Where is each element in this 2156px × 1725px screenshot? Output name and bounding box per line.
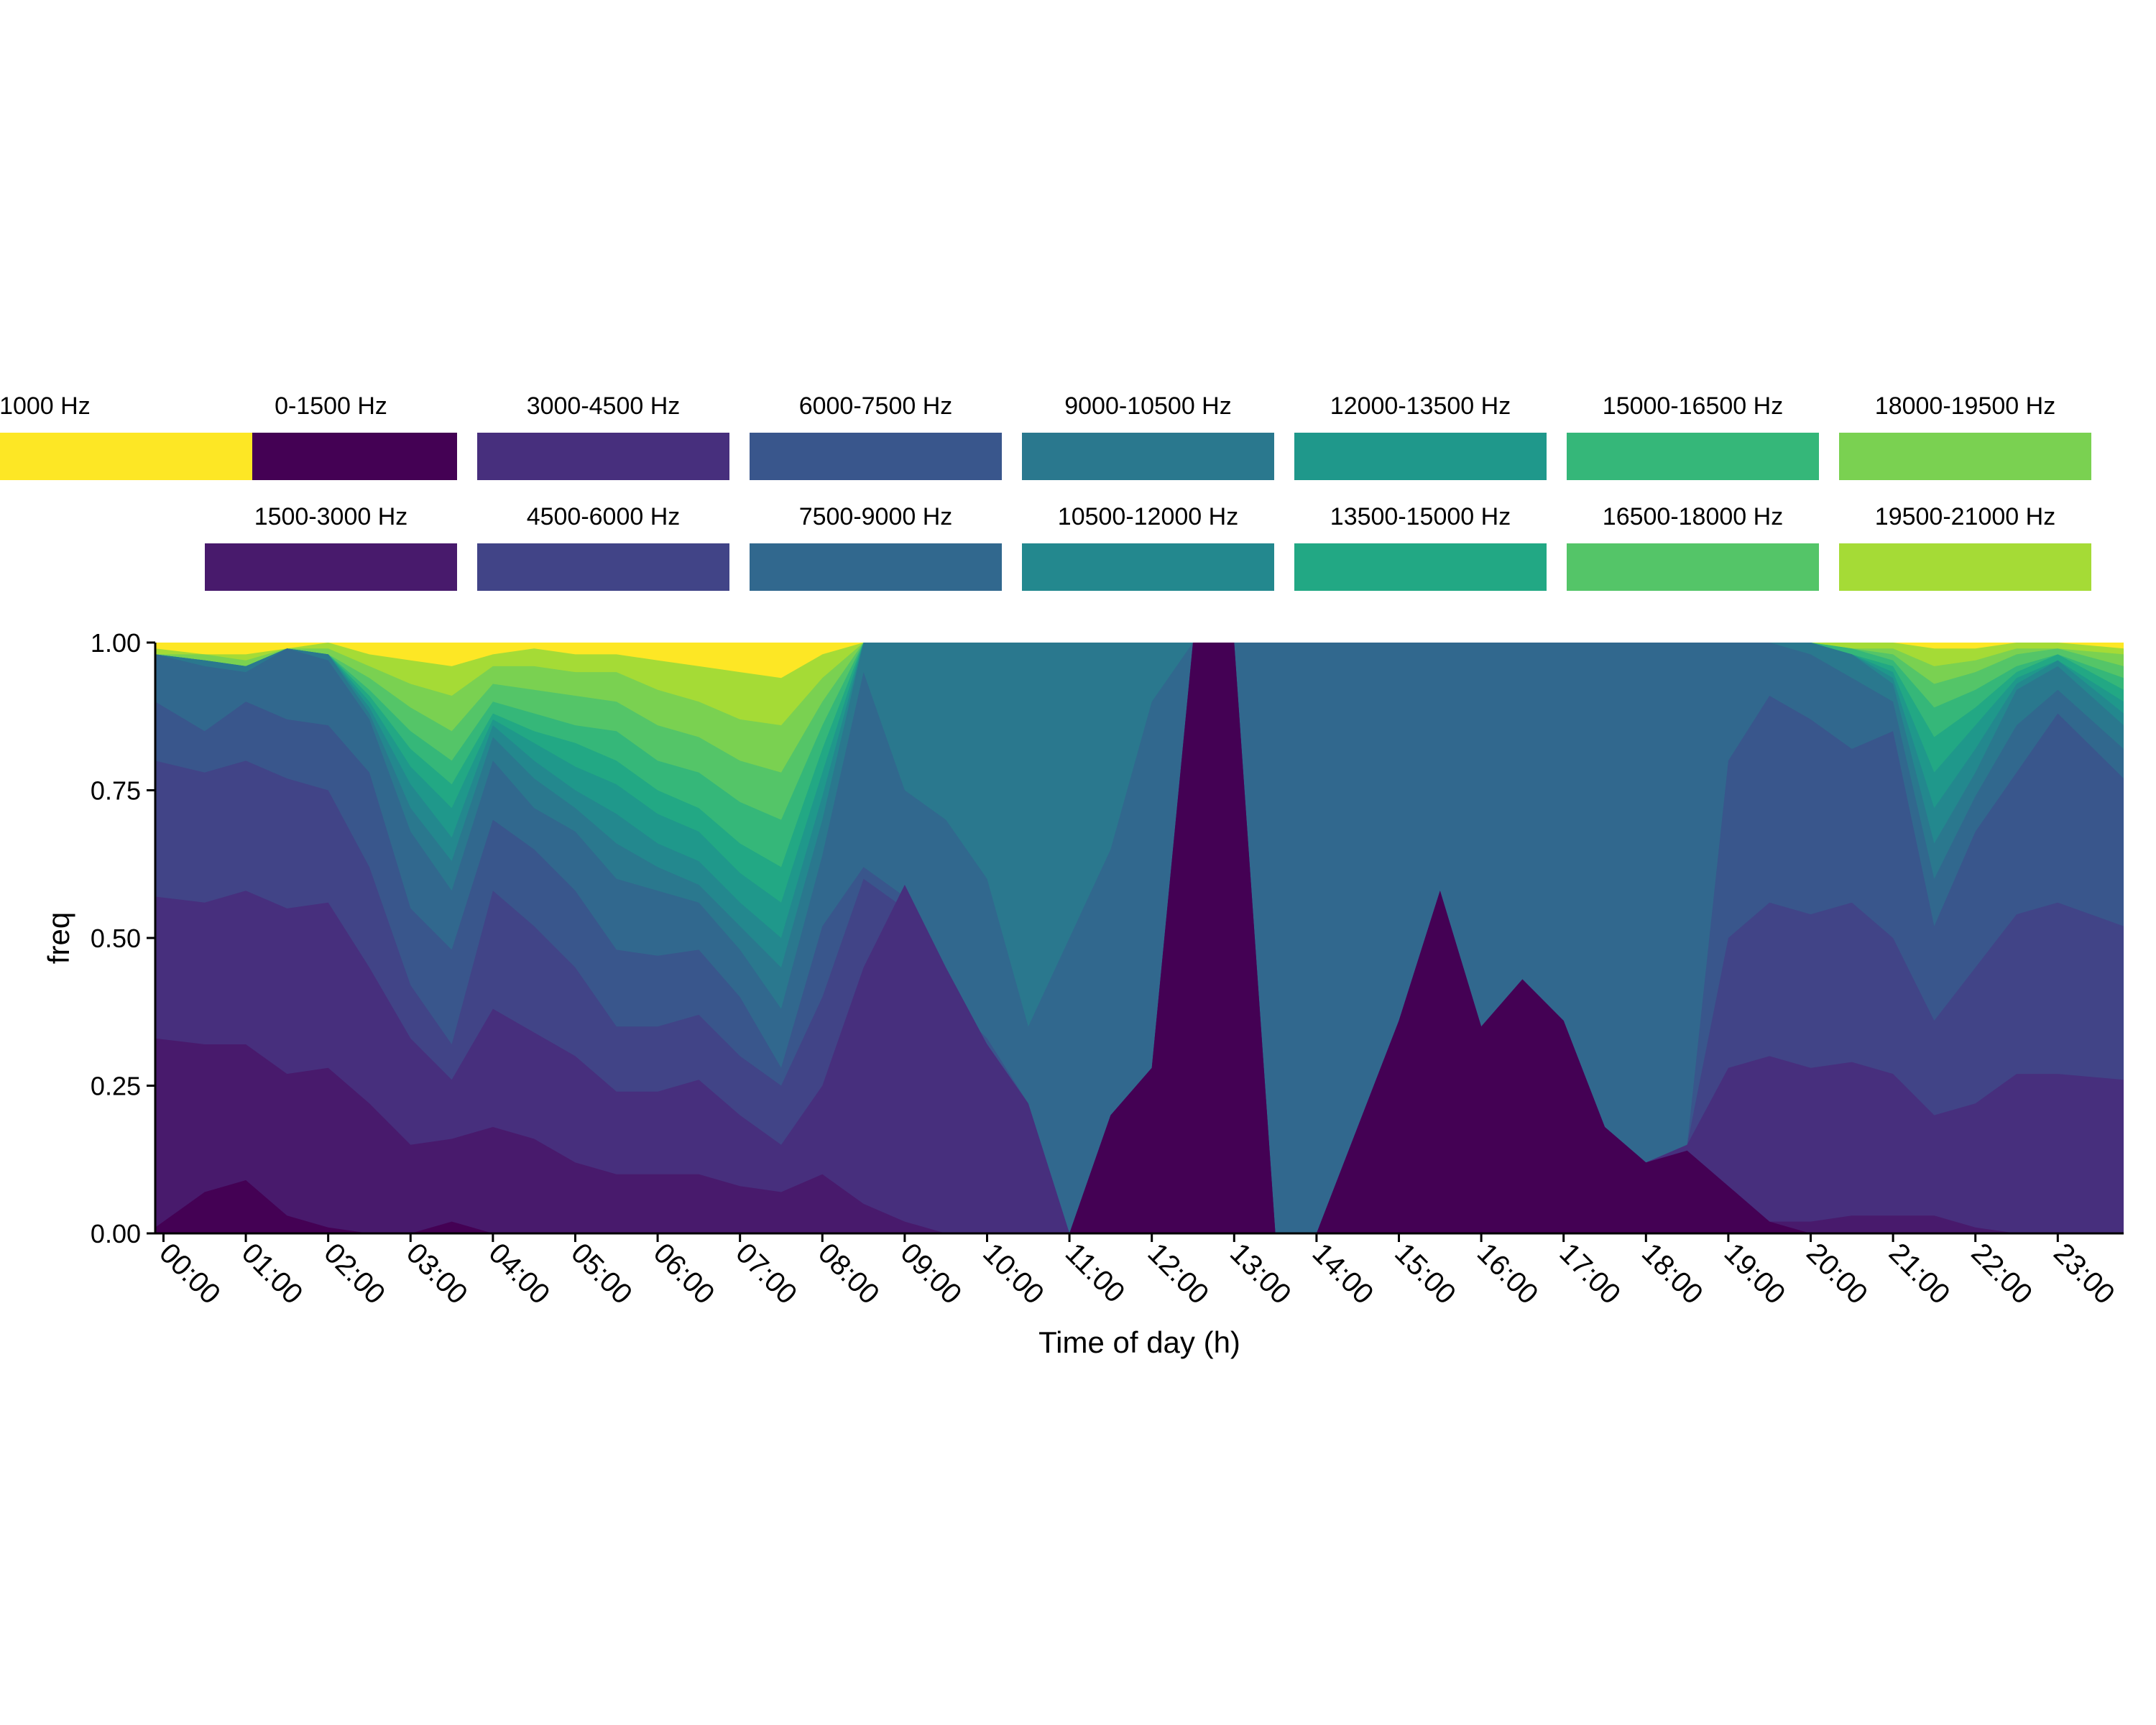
legend-label: 1500-3000 Hz bbox=[254, 503, 408, 530]
legend-item: 6000-7500 Hz bbox=[750, 392, 1002, 480]
legend-item: 13500-15000 Hz bbox=[1294, 503, 1547, 591]
x-tick-label: 05:00 bbox=[565, 1237, 638, 1310]
x-tick-label: 19:00 bbox=[1718, 1237, 1792, 1310]
legend-item: 19500-21000 Hz bbox=[0, 392, 252, 480]
legend-label: 19500-21000 Hz bbox=[0, 392, 91, 420]
legend-label: 10500-12000 Hz bbox=[1058, 503, 1238, 530]
legend-label: 13500-15000 Hz bbox=[1330, 503, 1511, 530]
x-tick-label: 04:00 bbox=[483, 1237, 556, 1310]
x-tick-label: 12:00 bbox=[1141, 1237, 1215, 1310]
legend-label: 4500-6000 Hz bbox=[527, 503, 681, 530]
legend-swatch bbox=[1022, 543, 1274, 591]
legend-swatch bbox=[477, 433, 729, 480]
legend-label: 6000-7500 Hz bbox=[799, 392, 953, 420]
legend-label: 12000-13500 Hz bbox=[1330, 392, 1511, 420]
legend-swatch bbox=[0, 433, 252, 480]
y-tick-label: 1.00 bbox=[91, 628, 141, 658]
x-tick-label: 11:00 bbox=[1059, 1237, 1131, 1309]
y-tick-label: 0.00 bbox=[91, 1219, 141, 1248]
x-tick-label: 14:00 bbox=[1307, 1237, 1380, 1310]
x-tick-label: 21:00 bbox=[1883, 1237, 1956, 1310]
y-tick-label: 0.25 bbox=[91, 1072, 141, 1101]
x-tick-label: 07:00 bbox=[729, 1237, 803, 1310]
x-tick-label: 18:00 bbox=[1636, 1237, 1709, 1310]
legend-swatch bbox=[1294, 543, 1547, 591]
x-tick-label: 16:00 bbox=[1471, 1237, 1544, 1310]
x-axis-ticks: 00:00 01:00 02:00 03:00 04:00 05:00 06:00 07:00… bbox=[153, 1233, 2121, 1310]
legend-item: 15000-16500 Hz bbox=[1567, 392, 1819, 480]
y-tick-label: 0.75 bbox=[91, 776, 141, 806]
legend-label: 3000-4500 Hz bbox=[527, 392, 681, 420]
legend-swatch bbox=[205, 543, 457, 591]
legend-label: 9000-10500 Hz bbox=[1064, 392, 1232, 420]
legend-swatch bbox=[1839, 433, 2091, 480]
legend-item: 7500-9000 Hz bbox=[750, 503, 1002, 591]
x-tick-label: 00:00 bbox=[153, 1237, 226, 1310]
legend-item: 16500-18000 Hz bbox=[1567, 503, 1819, 591]
legend-swatch bbox=[750, 433, 1002, 480]
legend-item: 1500-3000 Hz bbox=[205, 503, 457, 591]
x-tick-label: 22:00 bbox=[1965, 1237, 2038, 1310]
legend-item: 3000-4500 Hz bbox=[477, 392, 729, 480]
legend-item: 12000-13500 Hz bbox=[1294, 392, 1547, 480]
y-tick-label: 0.50 bbox=[91, 924, 141, 953]
x-tick-label: 09:00 bbox=[895, 1237, 968, 1310]
area-layer-0 bbox=[155, 643, 2124, 1233]
x-tick-label: 20:00 bbox=[1800, 1237, 1874, 1310]
legend-item: 18000-19500 Hz bbox=[1839, 392, 2091, 480]
legend-swatch bbox=[750, 543, 1002, 591]
area-layer-3 bbox=[155, 643, 2124, 1233]
x-tick-label: 01:00 bbox=[236, 1237, 309, 1310]
legend-swatch bbox=[1294, 433, 1547, 480]
legend-item: 4500-6000 Hz bbox=[477, 503, 729, 591]
x-axis-title: Time of day (h) bbox=[1038, 1325, 1240, 1359]
legend-item: 9000-10500 Hz bbox=[1022, 392, 1274, 480]
plot-area: 0.00 0.25 0.50 0.75 1.00 00:00 01:00 02:00 03:0… bbox=[91, 628, 2124, 1310]
legend-item: 10500-12000 Hz bbox=[1022, 503, 1274, 591]
y-axis-ticks: 0.00 0.25 0.50 0.75 1.00 bbox=[91, 628, 155, 1248]
area-layers bbox=[155, 643, 2124, 1233]
legend-label: 18000-19500 Hz bbox=[1875, 392, 2055, 420]
legend-label: 0-1500 Hz bbox=[275, 392, 387, 420]
legend-swatch bbox=[1567, 543, 1819, 591]
x-tick-label: 23:00 bbox=[2047, 1237, 2121, 1310]
legend-swatch bbox=[477, 543, 729, 591]
legend-swatch bbox=[1022, 433, 1274, 480]
legend: 0-1500 Hz 1500-3000 Hz 3000-4500 Hz 4500-60… bbox=[0, 392, 2091, 591]
legend-label: 7500-9000 Hz bbox=[799, 503, 953, 530]
x-tick-label: 02:00 bbox=[318, 1237, 391, 1310]
legend-swatch bbox=[1839, 543, 2091, 591]
x-tick-label: 13:00 bbox=[1224, 1237, 1297, 1310]
legend-label: 16500-18000 Hz bbox=[1603, 503, 1783, 530]
x-tick-label: 17:00 bbox=[1553, 1237, 1626, 1310]
legend-label: 15000-16500 Hz bbox=[1603, 392, 1783, 420]
legend-item: 19500-21000 Hz bbox=[1839, 503, 2091, 591]
legend-label: 19500-21000 Hz bbox=[1875, 503, 2055, 530]
y-axis-title: freq bbox=[42, 912, 75, 964]
legend-swatch bbox=[1567, 433, 1819, 480]
x-tick-label: 15:00 bbox=[1388, 1237, 1462, 1310]
x-tick-label: 08:00 bbox=[812, 1237, 885, 1310]
x-tick-label: 06:00 bbox=[648, 1237, 721, 1310]
x-tick-label: 03:00 bbox=[400, 1237, 474, 1310]
x-tick-label: 10:00 bbox=[977, 1237, 1050, 1310]
